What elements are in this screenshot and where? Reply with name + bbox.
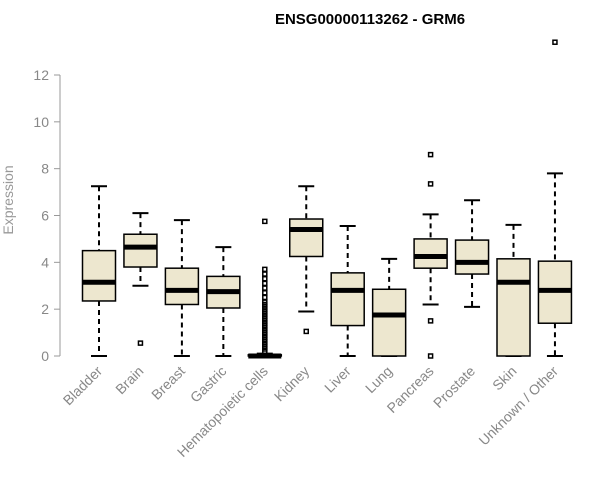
y-tick-label: 4 [41, 254, 49, 270]
iqr-box [413, 238, 448, 269]
y-tick-label: 8 [41, 161, 49, 177]
box-breast [164, 219, 200, 357]
x-tick-label: Prostate [430, 363, 478, 411]
box-bladder [81, 185, 117, 357]
outlier-point [427, 318, 434, 324]
outlier-point [303, 328, 309, 335]
box-skin [496, 223, 531, 357]
outlier-point [262, 275, 268, 282]
x-tick-label: Bladder [60, 363, 106, 409]
y-tick-label: 6 [41, 208, 49, 224]
iqr-box [371, 288, 407, 357]
chart-title: ENSG00000113262 - GRM6 [275, 11, 465, 28]
y-tick-label: 10 [33, 114, 49, 130]
box-liver [330, 225, 365, 357]
box-kidney [289, 185, 324, 335]
y-tick-label: 12 [33, 67, 49, 83]
x-tick-label: Unknown / Other [475, 363, 561, 449]
x-tick-label: Breast [148, 363, 188, 403]
box-prostate [454, 199, 490, 308]
boxes [81, 39, 573, 359]
outlier-point [262, 271, 268, 277]
x-tick-label: Lung [362, 363, 395, 396]
x-tick-label: Liver [321, 363, 354, 396]
outlier-point [427, 353, 434, 359]
box-pancreas [413, 151, 448, 359]
x-tick-label: Skin [489, 363, 520, 394]
iqr-box [454, 239, 490, 275]
outlier-point [262, 280, 268, 287]
iqr-box [123, 233, 158, 268]
y-tick-label: 0 [41, 348, 49, 364]
outlier-point [262, 294, 268, 301]
outlier-point [427, 151, 434, 158]
iqr-box [496, 258, 531, 357]
outlier-point [552, 39, 558, 45]
outlier-point [427, 181, 434, 187]
outlier-point [262, 285, 268, 291]
iqr-box [330, 272, 365, 327]
outlier-point [262, 266, 268, 273]
iqr-box [81, 249, 117, 302]
x-tick-label: Kidney [271, 363, 313, 405]
outlier-point [137, 340, 144, 346]
x-tick-label: Brain [112, 363, 146, 397]
iqr-box [164, 267, 200, 306]
box-brain [123, 212, 158, 346]
outlier-point [262, 218, 268, 225]
box-hematopoietic-cells [247, 218, 283, 359]
y-tick-label: 2 [41, 301, 49, 317]
y-axis-label: Expression [0, 165, 16, 234]
box-unknown-other [537, 39, 573, 357]
box-gastric [206, 246, 241, 357]
y-axis: 0 2 4 6 8 10 12 [33, 67, 61, 364]
box-lung [371, 257, 407, 357]
outlier-point [262, 290, 268, 296]
iqr-box [289, 218, 324, 258]
